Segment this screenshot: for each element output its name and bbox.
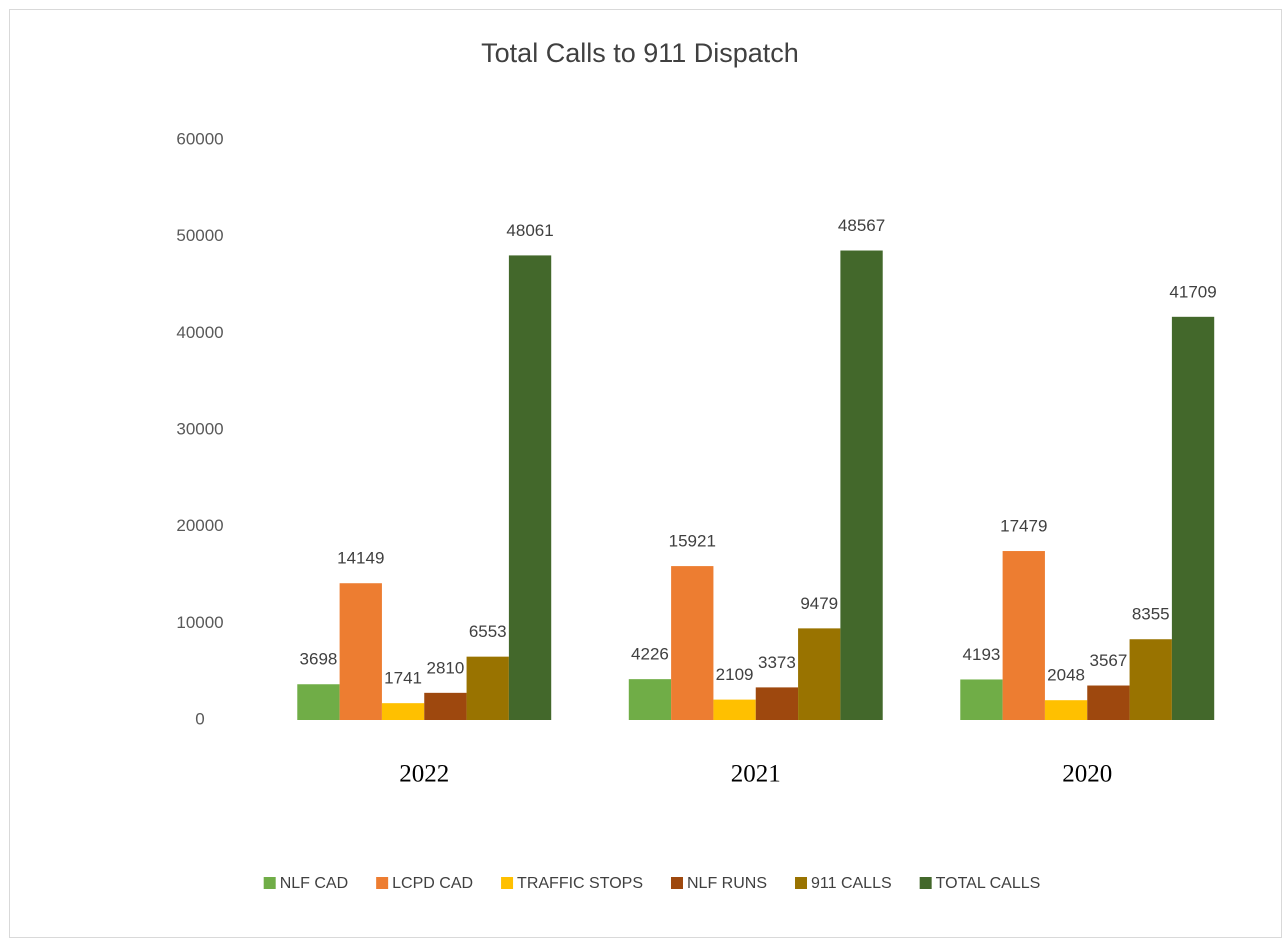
bar xyxy=(1002,551,1045,720)
bar xyxy=(713,699,756,720)
bar xyxy=(1171,316,1215,720)
bar xyxy=(1129,639,1172,720)
bar xyxy=(424,692,467,720)
bar xyxy=(960,679,1003,720)
x-tick-label: 2022 xyxy=(399,761,449,788)
value-label: 9479 xyxy=(800,594,838,613)
x-tick-label: 2020 xyxy=(1062,761,1112,788)
value-label: 3698 xyxy=(300,650,338,669)
value-label: 3373 xyxy=(758,653,796,672)
bar xyxy=(1044,700,1088,720)
bar xyxy=(508,255,552,720)
bar xyxy=(297,684,340,720)
bar xyxy=(466,656,509,720)
legend-label: NLF CAD xyxy=(280,875,348,892)
value-label: 4193 xyxy=(963,645,1001,664)
legend-label: LCPD CAD xyxy=(392,875,473,892)
y-tick-label: 30000 xyxy=(176,419,223,438)
value-label: 6553 xyxy=(469,622,507,641)
bar xyxy=(755,687,799,720)
bar xyxy=(339,583,382,720)
value-label: 41709 xyxy=(1169,282,1216,301)
legend-swatch xyxy=(501,877,514,889)
bar xyxy=(381,703,425,720)
y-tick-label: 60000 xyxy=(176,129,223,148)
legend-swatch xyxy=(670,877,683,889)
legend-swatch xyxy=(376,877,389,889)
value-label: 2048 xyxy=(1047,666,1085,685)
value-label: 2810 xyxy=(426,658,464,677)
value-label: 48061 xyxy=(506,221,553,240)
y-tick-label: 0 xyxy=(195,709,204,728)
bar xyxy=(671,566,714,720)
value-label: 1741 xyxy=(384,669,422,688)
y-tick-label: 50000 xyxy=(176,226,223,245)
value-label: 2109 xyxy=(716,665,754,684)
y-tick-label: 10000 xyxy=(176,613,223,632)
y-tick-label: 40000 xyxy=(176,323,223,342)
value-label: 4226 xyxy=(631,645,669,664)
value-label: 15921 xyxy=(669,532,716,551)
legend-swatch xyxy=(919,877,932,889)
value-label: 14149 xyxy=(337,549,384,568)
chart-frame xyxy=(9,9,1282,938)
bar xyxy=(840,250,883,721)
legend-label: NLF RUNS xyxy=(687,875,767,892)
bar xyxy=(1087,685,1130,720)
value-label: 48567 xyxy=(838,216,885,235)
value-label: 17479 xyxy=(1000,517,1047,536)
value-label: 8355 xyxy=(1132,605,1170,624)
value-label: 3567 xyxy=(1089,651,1127,670)
x-tick-label: 2021 xyxy=(731,761,781,788)
legend-swatch xyxy=(795,877,808,889)
bar xyxy=(798,628,841,720)
legend-label: TRAFFIC STOPS xyxy=(517,875,643,892)
y-tick-label: 20000 xyxy=(176,516,223,535)
legend-label: 911 CALLS xyxy=(811,875,892,892)
legend-swatch xyxy=(263,877,276,889)
chart-title: Total Calls to 911 Dispatch xyxy=(481,38,799,68)
bar xyxy=(628,679,672,720)
legend-label: TOTAL CALLS xyxy=(936,875,1041,892)
